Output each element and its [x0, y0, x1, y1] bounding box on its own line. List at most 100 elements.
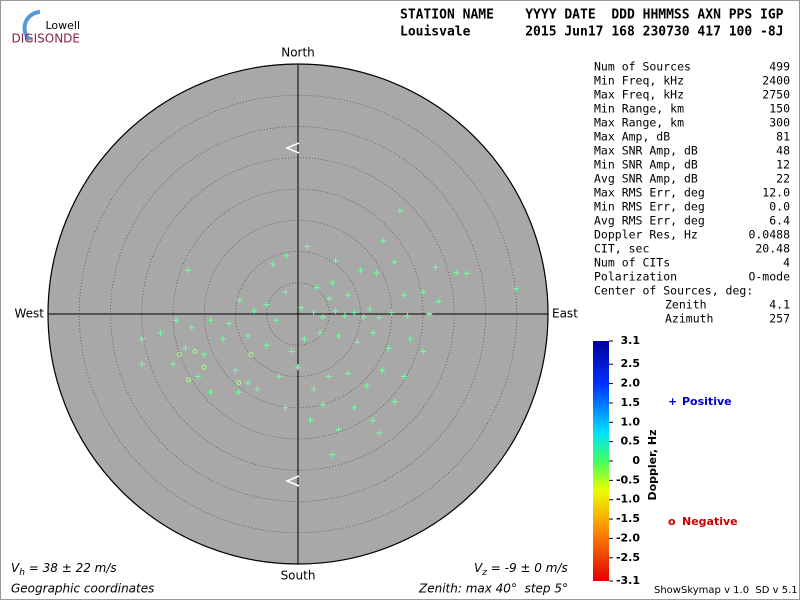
source-point [235, 389, 242, 396]
source-point [276, 373, 283, 380]
source-point [435, 298, 442, 305]
source-point [236, 380, 242, 386]
stat-label: Max Freq, kHz [594, 88, 684, 102]
source-point [270, 261, 276, 267]
source-point [370, 329, 376, 336]
direction-label: West [14, 307, 44, 321]
source-point [513, 286, 520, 292]
source-point [376, 314, 383, 321]
stat-value: 4 [783, 256, 790, 270]
direction-label: South [281, 569, 316, 583]
stat-label: Max Range, km [594, 116, 684, 130]
source-point [301, 336, 308, 342]
stat-value: 20.48 [755, 242, 790, 256]
source-point [207, 317, 214, 324]
legend-symbol: o [668, 515, 676, 528]
source-point [335, 426, 342, 433]
source-point [404, 312, 411, 319]
stat-label: Min RMS Err, deg [594, 200, 705, 214]
source-point [363, 382, 370, 389]
source-point [351, 404, 358, 411]
source-point [360, 314, 367, 321]
stat-label: Center of Sources, deg: [594, 284, 753, 298]
legend-symbol: + [668, 395, 677, 408]
colorbar-tick-label: 2.0 [621, 377, 641, 390]
source-point [282, 404, 289, 411]
source-point [354, 339, 361, 346]
source-point [453, 269, 460, 276]
source-point [426, 311, 433, 317]
stat-label: Num of Sources [594, 60, 691, 74]
header-values: Louisvale 2015 Jun17 168 230730 417 100 … [400, 25, 784, 40]
source-point [313, 284, 320, 291]
source-point [310, 386, 317, 392]
source-point [351, 309, 358, 316]
source-point [273, 317, 280, 324]
stat-label: Azimuth [665, 312, 713, 326]
source-point [170, 361, 176, 367]
source-point [329, 451, 336, 458]
stat-value: O-mode [748, 270, 790, 284]
source-point [345, 370, 351, 377]
vz: Vz = -9 ± 0 m/s [474, 561, 568, 578]
source-point [288, 348, 295, 355]
source-point [138, 336, 145, 342]
source-point [298, 304, 305, 311]
source-point [329, 279, 336, 286]
source-point [232, 367, 239, 374]
plot [47, 63, 549, 565]
colorbar-tick-label: 3.1 [621, 334, 641, 347]
source-point [304, 243, 311, 250]
colorbar-tick-label: -1.0 [616, 493, 640, 506]
source-point [401, 292, 408, 299]
stat-value: 4.1 [769, 298, 790, 312]
stat-label: Zenith [665, 298, 707, 312]
source-point [186, 377, 192, 383]
source-point [201, 351, 208, 358]
stat-value: 12.0 [762, 186, 790, 200]
source-point [345, 292, 351, 299]
source-point [370, 417, 376, 424]
source-point [396, 207, 403, 214]
source-point [388, 309, 395, 316]
source-point [251, 307, 258, 314]
source-point [185, 267, 191, 274]
stat-label: Max SNR Amp, dB [594, 144, 698, 158]
source-point [173, 317, 180, 324]
version: ShowSkymap v 1.0 SD v 5.1 [654, 585, 798, 596]
vh: Vh = 38 ± 22 m/s [11, 561, 117, 578]
source-point [157, 329, 164, 336]
colorbar-tick-label: -1.5 [616, 512, 640, 525]
stat-value: 2400 [762, 74, 790, 88]
source-point [283, 252, 290, 259]
source-point [201, 364, 207, 370]
source-point [373, 269, 380, 276]
header-labels: STATION NAME YYYY DATE DDD HHMMSS AXN PP… [400, 8, 784, 23]
colorbar-tick-label: 1.5 [621, 396, 641, 409]
source-point [182, 345, 189, 352]
colorbar-tick-label: 0 [632, 454, 640, 467]
logo-bottom: DIGISONDE [12, 32, 80, 46]
source-point [263, 301, 270, 308]
stat-label: CIT, sec [594, 242, 649, 256]
stat-label: Min Range, km [594, 102, 684, 116]
source-point [316, 329, 323, 336]
colorbar [593, 341, 609, 581]
source-point [366, 306, 373, 312]
source-point [420, 348, 426, 355]
stat-value: 2750 [762, 88, 790, 102]
source-point [326, 295, 333, 302]
colorbar-tick-label: -2.0 [616, 531, 640, 544]
source-point [295, 364, 301, 371]
source-point [226, 320, 233, 327]
source-point [432, 264, 439, 271]
colorbar-tick-label: 2.5 [621, 357, 641, 370]
source-point [463, 270, 470, 277]
coordinates-note: Geographic coordinates [11, 582, 154, 596]
zenith-note: Zenith: max 40° step 5° [418, 582, 568, 596]
source-point [307, 417, 314, 424]
stat-value: 48 [776, 144, 790, 158]
stat-value: 0.0488 [748, 228, 790, 242]
colorbar-tick-label: -0.5 [616, 473, 640, 486]
direction-label: East [552, 307, 578, 321]
